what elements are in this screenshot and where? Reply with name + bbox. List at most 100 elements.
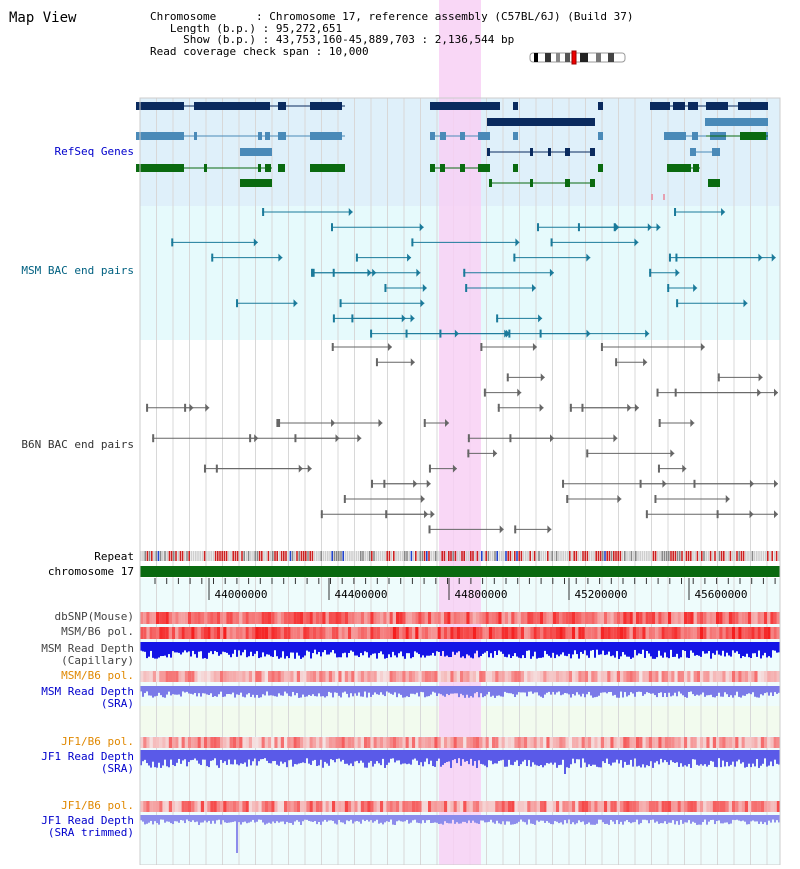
read-depth-bar xyxy=(160,642,162,657)
read-depth-bar xyxy=(180,642,182,655)
track-label-msm-pol-1[interactable]: MSM/B6 pol. xyxy=(61,625,134,638)
polymorphism-cell xyxy=(380,801,384,812)
repeat-mark xyxy=(584,551,586,561)
track-label-msm-pol-2[interactable]: MSM/B6 pol. xyxy=(61,669,134,682)
read-depth-bar xyxy=(178,750,180,759)
polymorphism-cell xyxy=(162,801,166,812)
polymorphism-cell xyxy=(693,612,697,624)
read-depth-bar xyxy=(164,815,166,823)
read-depth-bar xyxy=(550,815,552,825)
polymorphism-cell xyxy=(738,612,742,624)
polymorphism-cell xyxy=(543,627,547,639)
track-label-jf1-pol-2[interactable]: JF1/B6 pol. xyxy=(61,799,134,812)
polymorphism-cell xyxy=(175,627,179,639)
read-depth-bar xyxy=(746,642,748,654)
track-label-jf1-depth-sra[interactable]: JF1 Read Depth xyxy=(41,750,134,763)
read-depth-bar xyxy=(446,750,448,762)
read-depth-bar xyxy=(180,750,182,764)
polymorphism-cell xyxy=(581,671,585,682)
ideogram-band xyxy=(565,53,570,62)
polymorphism-cell xyxy=(332,737,336,748)
track-label-repeat[interactable]: Repeat xyxy=(94,550,134,563)
polymorphism-cell xyxy=(540,737,544,748)
polymorphism-cell xyxy=(188,612,192,624)
polymorphism-cell xyxy=(290,737,294,748)
repeat-mark xyxy=(351,551,353,561)
polymorphism-cell xyxy=(517,612,521,624)
read-depth-bar xyxy=(408,686,410,698)
polymorphism-cell xyxy=(354,737,358,748)
read-depth-bar xyxy=(626,815,628,821)
polymorphism-cell xyxy=(767,801,771,812)
read-depth-bar xyxy=(558,750,560,766)
read-depth-bar xyxy=(712,686,714,698)
gene-marker xyxy=(663,194,665,200)
read-depth-bar xyxy=(428,815,430,820)
track-label-jf1-depth-trim[interactable]: JF1 Read Depth xyxy=(41,814,134,827)
read-depth-bar xyxy=(518,686,520,693)
repeat-mark xyxy=(775,551,778,561)
read-depth-bar xyxy=(492,815,494,823)
read-depth-bar xyxy=(758,750,760,768)
read-depth-bar xyxy=(438,750,440,759)
polymorphism-cell xyxy=(332,612,336,624)
read-depth-bar xyxy=(512,815,514,825)
polymorphism-cell xyxy=(264,737,269,748)
chromosome-ideogram xyxy=(529,52,626,63)
repeat-mark xyxy=(362,551,364,561)
polymorphism-cell xyxy=(501,737,505,748)
track-label-jf1-pol-1[interactable]: JF1/B6 pol. xyxy=(61,735,134,748)
read-depth-bar xyxy=(142,750,144,762)
repeat-mark xyxy=(379,551,382,561)
polymorphism-cell xyxy=(658,627,662,639)
read-depth-bar xyxy=(462,750,464,760)
read-depth-bar xyxy=(150,750,152,768)
read-depth-bar xyxy=(194,642,196,655)
polymorphism-cell xyxy=(168,671,173,682)
polymorphism-cell xyxy=(287,671,291,682)
read-depth-bar xyxy=(726,750,728,762)
track-label-refseq[interactable]: RefSeq Genes xyxy=(54,145,134,158)
read-depth-bar xyxy=(534,686,536,693)
repeat-mark xyxy=(377,551,380,561)
read-depth-bar xyxy=(298,815,300,822)
repeat-mark xyxy=(551,551,553,561)
polymorphism-cell xyxy=(149,612,153,624)
read-depth-bar xyxy=(398,642,400,654)
track-label-b6n-bac[interactable]: B6N BAC end pairs xyxy=(21,438,134,451)
polymorphism-cell xyxy=(319,671,323,682)
read-depth-bar xyxy=(200,686,202,697)
read-depth-bar xyxy=(564,642,566,656)
polymorphism-cell xyxy=(642,627,646,639)
polymorphism-cell xyxy=(421,612,425,624)
polymorphism-cell xyxy=(744,801,749,812)
b6n-bac-pair-end xyxy=(506,373,509,382)
read-depth-bar xyxy=(254,815,256,823)
polymorphism-cell xyxy=(460,801,464,812)
polymorphism-cell xyxy=(316,612,320,624)
polymorphism-cell xyxy=(655,627,659,639)
repeat-mark xyxy=(368,551,371,561)
read-depth-bar xyxy=(704,686,706,697)
track-label-dbsnp[interactable]: dbSNP(Mouse) xyxy=(54,610,134,623)
read-depth-bar xyxy=(432,815,434,823)
polymorphism-cell xyxy=(469,627,473,639)
read-depth-bar xyxy=(656,686,658,698)
read-depth-bar xyxy=(244,686,246,698)
msm-bac-pair-end xyxy=(496,314,499,323)
coverage-label: Read coverage check span xyxy=(150,44,309,58)
repeat-mark xyxy=(287,551,289,561)
track-label-msm-bac[interactable]: MSM BAC end pairs xyxy=(21,264,134,277)
track-label-msm-depth-cap[interactable]: MSM Read Depth xyxy=(41,642,134,655)
msm-bac-pair-end xyxy=(355,253,358,262)
read-depth-bar xyxy=(160,750,162,768)
repeat-mark xyxy=(384,551,386,561)
track-label-msm-depth-sra[interactable]: MSM Read Depth xyxy=(41,685,134,698)
polymorphism-cell xyxy=(709,671,713,682)
read-depth-bar xyxy=(720,815,722,824)
read-depth-bar xyxy=(180,686,182,697)
read-depth-bar xyxy=(486,815,488,823)
polymorphism-cell xyxy=(725,671,729,682)
